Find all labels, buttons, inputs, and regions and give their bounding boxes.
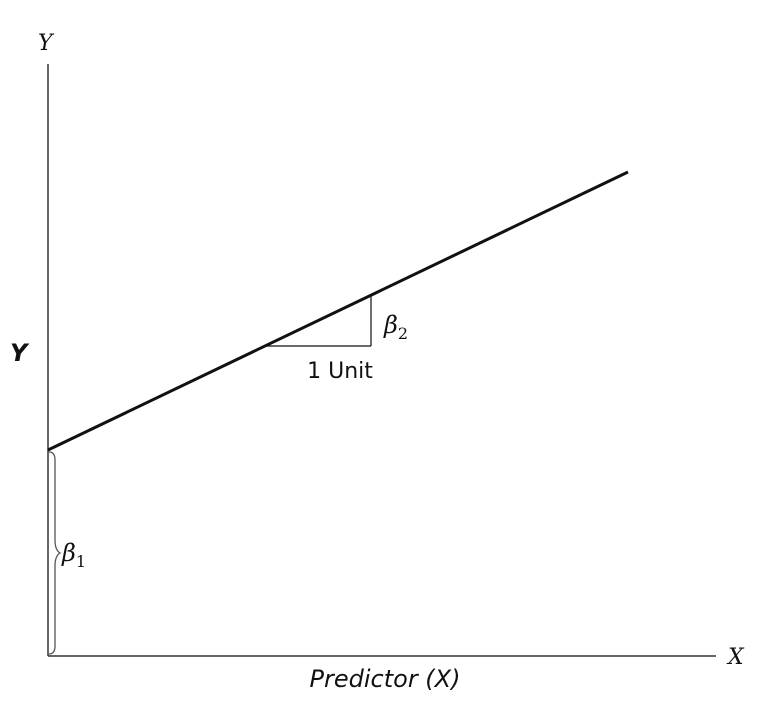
intercept-label: β1 bbox=[61, 539, 86, 571]
y-axis-top-label: Y bbox=[38, 31, 55, 56]
x-axis-title: Predictor (X) bbox=[310, 665, 461, 693]
regression-line bbox=[47, 170, 629, 452]
slope-run-label: 1 Unit bbox=[307, 359, 373, 384]
slope-subscript: 2 bbox=[398, 324, 408, 343]
y-axis-side-label: Y bbox=[10, 339, 30, 367]
slope-symbol: β bbox=[383, 311, 398, 339]
intercept-brace bbox=[48, 451, 62, 655]
x-axis-end-label: X bbox=[726, 645, 745, 670]
intercept-subscript: 1 bbox=[76, 552, 86, 571]
slope-label: β2 bbox=[383, 311, 408, 343]
intercept-symbol: β bbox=[61, 539, 76, 567]
